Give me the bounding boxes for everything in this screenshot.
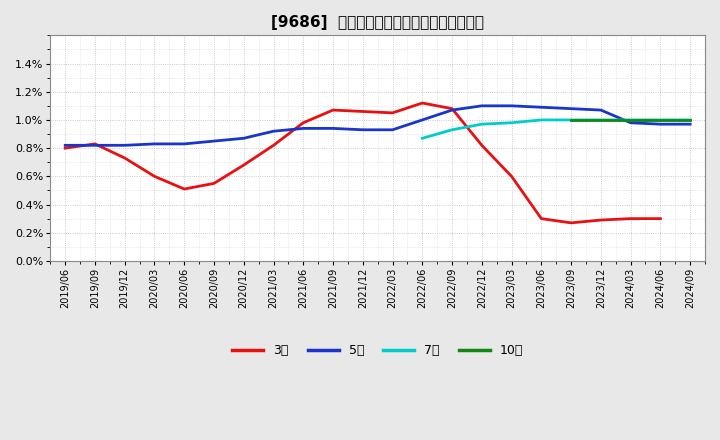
3年	[626, 216, 635, 221]
5年	[626, 120, 635, 125]
5年	[299, 126, 307, 131]
5年	[120, 143, 129, 148]
3年	[656, 216, 665, 221]
3年	[329, 107, 338, 113]
5年	[537, 105, 546, 110]
5年	[61, 143, 70, 148]
3年	[508, 174, 516, 179]
5年	[180, 141, 189, 147]
3年	[210, 181, 218, 186]
5年	[388, 127, 397, 132]
3年	[240, 162, 248, 168]
5年	[567, 106, 575, 111]
10年	[686, 117, 695, 123]
7年	[686, 117, 695, 123]
5年	[477, 103, 486, 109]
7年	[508, 120, 516, 125]
10年	[567, 117, 575, 123]
5年	[448, 107, 456, 113]
3年	[418, 100, 427, 106]
5年	[150, 141, 159, 147]
5年	[686, 121, 695, 127]
3年	[120, 155, 129, 161]
3年	[567, 220, 575, 226]
Legend: 3年, 5年, 7年, 10年: 3年, 5年, 7年, 10年	[227, 339, 528, 363]
3年	[299, 120, 307, 125]
3年	[180, 187, 189, 192]
Line: 5年: 5年	[66, 106, 690, 145]
5年	[210, 139, 218, 144]
5年	[269, 128, 278, 134]
3年	[91, 141, 99, 147]
10年	[597, 117, 606, 123]
Line: 7年: 7年	[423, 120, 690, 138]
5年	[359, 127, 367, 132]
5年	[418, 117, 427, 123]
7年	[418, 136, 427, 141]
10年	[626, 117, 635, 123]
5年	[240, 136, 248, 141]
7年	[448, 127, 456, 132]
7年	[626, 117, 635, 123]
7年	[597, 117, 606, 123]
5年	[329, 126, 338, 131]
7年	[537, 117, 546, 123]
3年	[597, 217, 606, 223]
3年	[477, 143, 486, 148]
5年	[597, 107, 606, 113]
7年	[656, 117, 665, 123]
Title: [9686]  経常利益マージンの標準偏差の推移: [9686] 経常利益マージンの標準偏差の推移	[271, 15, 484, 30]
5年	[91, 143, 99, 148]
Line: 3年: 3年	[66, 103, 660, 223]
7年	[567, 117, 575, 123]
3年	[61, 146, 70, 151]
3年	[269, 143, 278, 148]
10年	[656, 117, 665, 123]
3年	[359, 109, 367, 114]
5年	[508, 103, 516, 109]
3年	[537, 216, 546, 221]
3年	[448, 106, 456, 111]
3年	[150, 174, 159, 179]
3年	[388, 110, 397, 116]
7年	[477, 121, 486, 127]
5年	[656, 121, 665, 127]
